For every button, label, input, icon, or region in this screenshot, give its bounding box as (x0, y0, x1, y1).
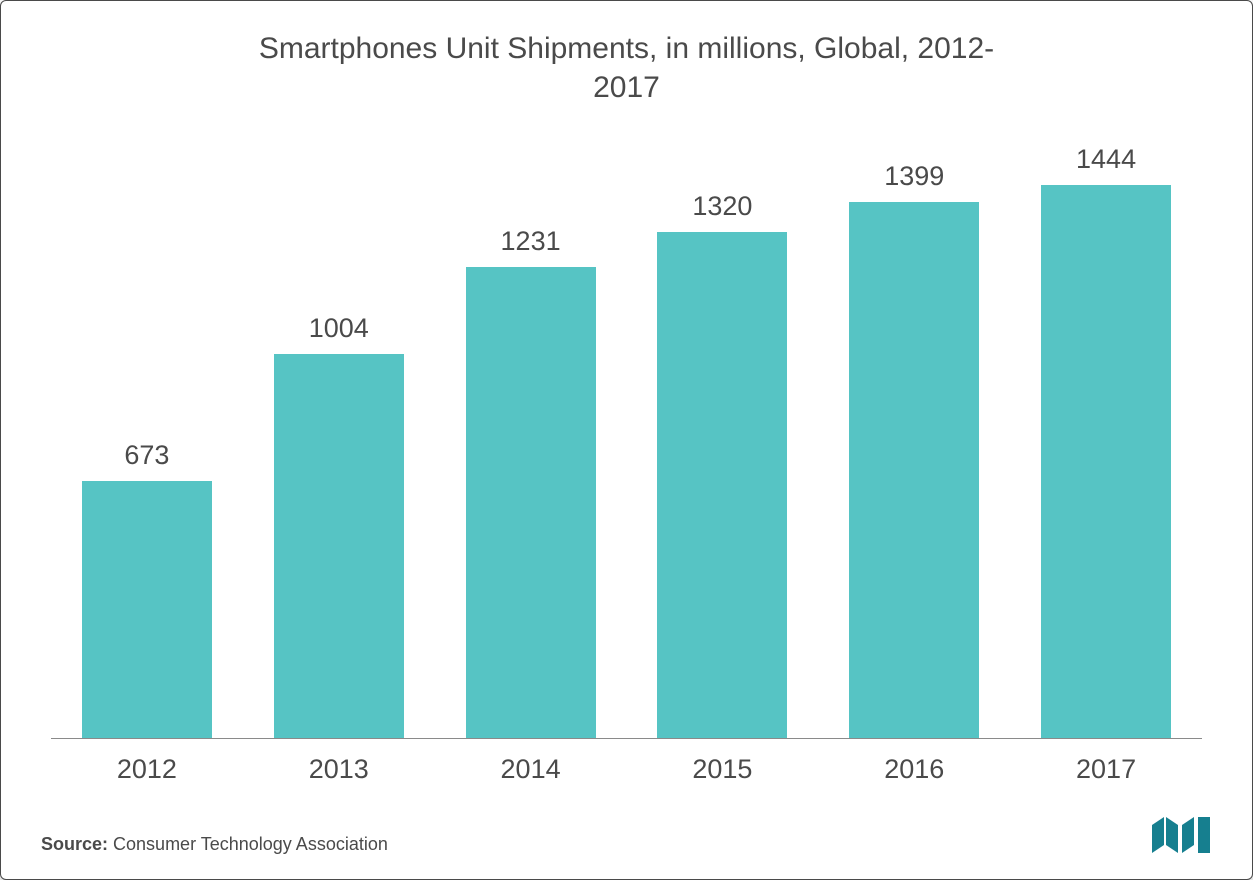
mi-logo-icon (1152, 817, 1212, 855)
source-text: Source: Consumer Technology Association (41, 834, 388, 855)
bars-container: 673 1004 1231 1320 1399 1444 (51, 125, 1202, 739)
bar-value-label: 1320 (692, 191, 752, 222)
bar-column: 1320 (626, 125, 818, 739)
bar-value-label: 1444 (1076, 144, 1136, 175)
bar-column: 1004 (243, 125, 435, 739)
bar-rect (657, 232, 787, 739)
x-axis-label: 2012 (51, 754, 243, 785)
footer: Source: Consumer Technology Association (41, 817, 1212, 855)
bar-rect (466, 267, 596, 739)
bar-column: 1444 (1010, 125, 1202, 739)
source-prefix: Source: (41, 834, 113, 854)
x-axis-label: 2014 (435, 754, 627, 785)
chart-card: Smartphones Unit Shipments, in millions,… (0, 0, 1253, 880)
bar-rect (849, 202, 979, 739)
bar-value-label: 1399 (884, 161, 944, 192)
x-axis-label: 2015 (626, 754, 818, 785)
bar-value-label: 1231 (501, 226, 561, 257)
bar-rect (1041, 185, 1171, 739)
x-axis-label: 2017 (1010, 754, 1202, 785)
bar-value-label: 1004 (309, 313, 369, 344)
x-axis-label: 2013 (243, 754, 435, 785)
chart-title: Smartphones Unit Shipments, in millions,… (227, 29, 1027, 107)
source-value: Consumer Technology Association (113, 834, 388, 854)
x-labels: 201220132014201520162017 (51, 739, 1202, 799)
x-axis-label: 2016 (818, 754, 1010, 785)
bar-column: 1231 (435, 125, 627, 739)
bar-rect (274, 354, 404, 739)
bar-column: 673 (51, 125, 243, 739)
bar-column: 1399 (818, 125, 1010, 739)
plot-area: 673 1004 1231 1320 1399 1444 2012201320142015… (51, 125, 1202, 799)
bar-value-label: 673 (124, 440, 169, 471)
bar-rect (82, 481, 212, 739)
